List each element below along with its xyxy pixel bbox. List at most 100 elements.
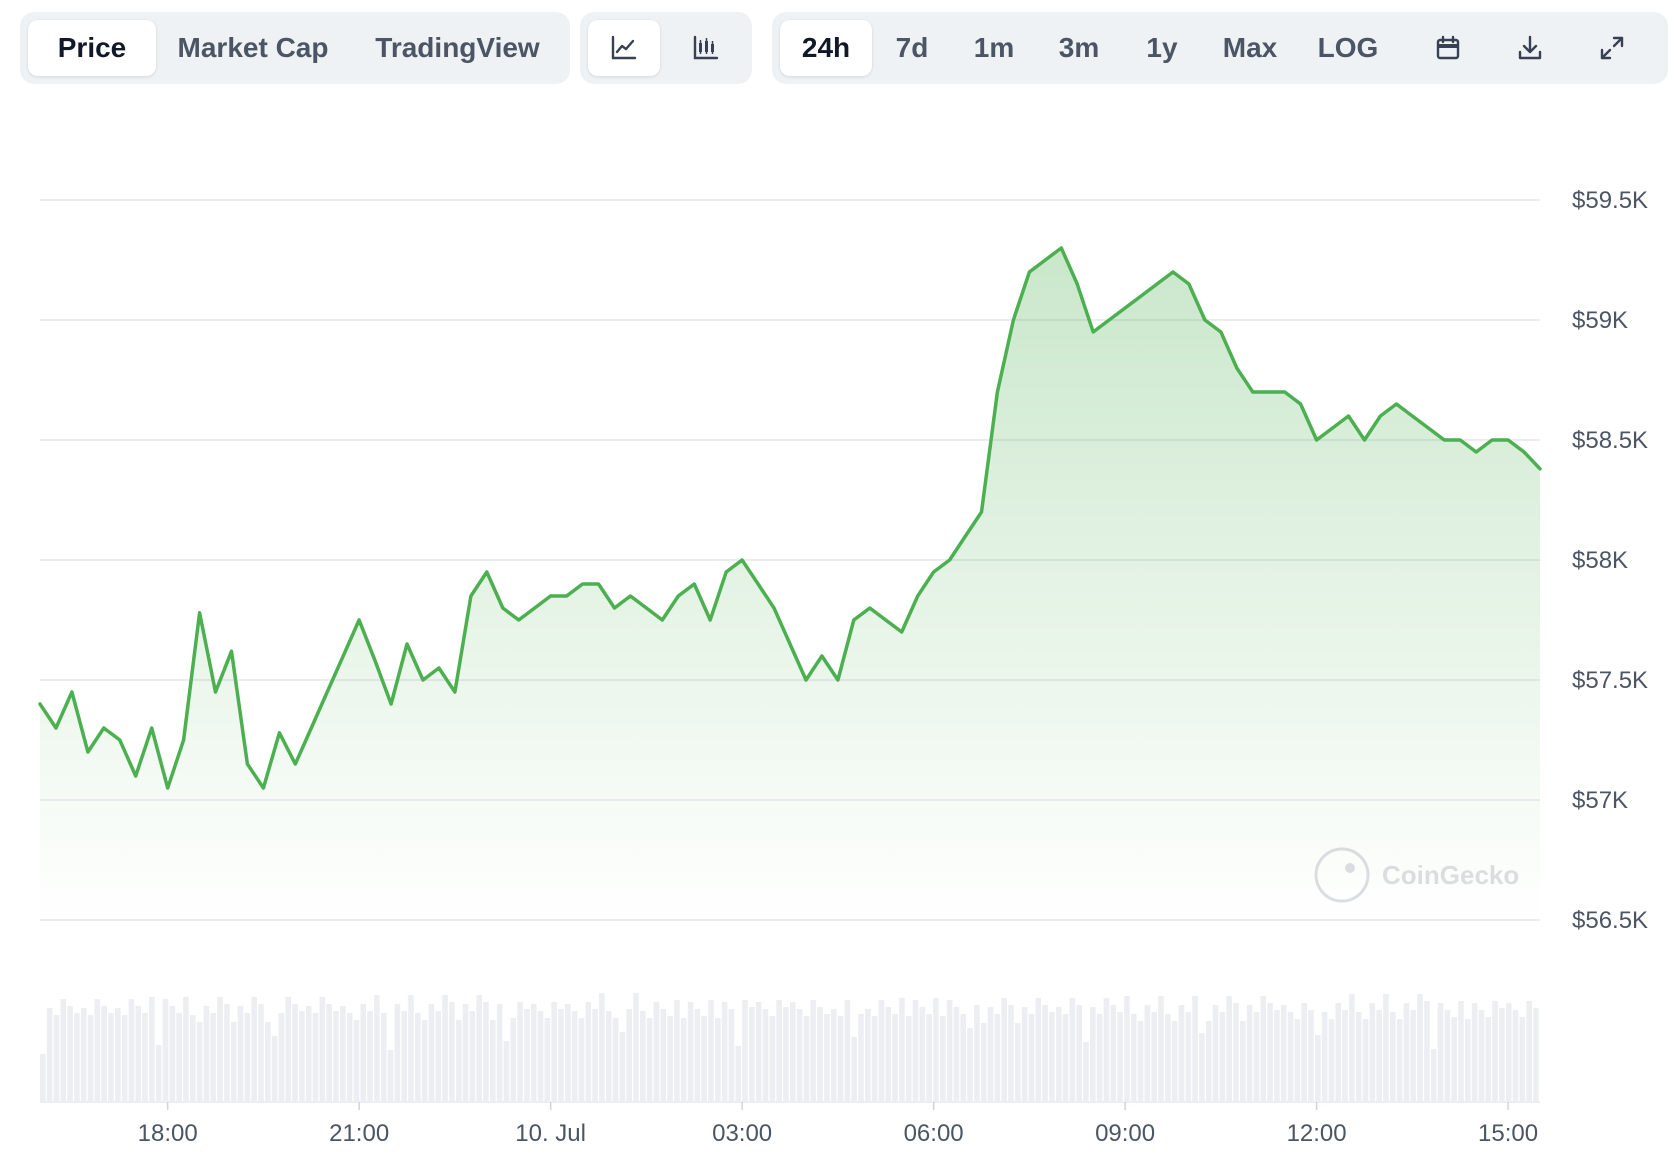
volume-bar (742, 1000, 748, 1102)
range-1y[interactable]: 1y (1146, 32, 1178, 63)
volume-bar (619, 1032, 626, 1102)
volume-bar (1478, 1010, 1485, 1102)
volume-bar (974, 1005, 980, 1102)
coingecko-logo-icon (1314, 847, 1370, 903)
volume-bar (1301, 1003, 1307, 1102)
volume-bar (708, 1000, 714, 1102)
volume-bar (476, 995, 482, 1102)
volume-bar (1165, 1014, 1171, 1102)
y-tick-label: $57K (1572, 787, 1628, 814)
volume-bar (67, 1006, 73, 1102)
range-1m[interactable]: 1m (973, 32, 1015, 63)
volume-bar (1001, 998, 1007, 1102)
volume-bar (176, 1013, 182, 1102)
volume-bar (1499, 1008, 1505, 1102)
volume-bar (1342, 1010, 1348, 1102)
volume-bar (817, 1007, 823, 1102)
volume-bar (1130, 1014, 1137, 1102)
volume-bar (1035, 998, 1042, 1102)
volume-bar (551, 1002, 557, 1102)
volume-bar (244, 1013, 251, 1102)
line-chart-button[interactable] (588, 20, 660, 76)
range-group: 24h 7d 1m 3m 1y Max LOG (772, 12, 1668, 84)
volume-bar (162, 999, 169, 1102)
volume-bar (1519, 1017, 1526, 1102)
volume-bar (994, 1014, 1001, 1102)
volume-bar (1328, 1019, 1335, 1102)
y-axis: $59.5K $59K $58.5K $58K $57.5K $57K $56.5K (1572, 187, 1648, 934)
volume-bar (121, 1015, 128, 1102)
volume-bar (653, 1002, 660, 1102)
volume-bar (1015, 1023, 1021, 1102)
volume-bar (1492, 1001, 1498, 1102)
volume-bar (899, 998, 905, 1102)
download-icon (1518, 35, 1542, 60)
volume-bar (1280, 1005, 1287, 1102)
volume-bar (783, 1007, 789, 1102)
volume-bar (87, 1015, 94, 1102)
range-7d[interactable]: 7d (895, 32, 929, 63)
range-max[interactable]: Max (1222, 32, 1278, 63)
y-tick-label: $59K (1572, 307, 1628, 334)
calendar-icon (1436, 35, 1460, 60)
volume-bar (721, 1002, 728, 1102)
volume-bar (1369, 1003, 1376, 1102)
calendar-button[interactable] (1412, 20, 1484, 76)
volume-bar (1151, 1012, 1157, 1102)
volume-bar (1458, 1001, 1464, 1102)
line-chart-icon (611, 35, 637, 60)
volume-bar (374, 995, 380, 1102)
volume-bar (496, 1004, 503, 1102)
volume-bar (735, 1046, 742, 1102)
volume-bar (1396, 1019, 1403, 1102)
range-log[interactable]: LOG (1317, 32, 1379, 63)
volume-bar (1144, 1005, 1151, 1102)
volume-bar (462, 1004, 469, 1102)
fullscreen-button[interactable] (1576, 20, 1648, 76)
volume-bar (687, 1002, 694, 1102)
volume-bar (940, 1016, 946, 1102)
volume-bar (1055, 1007, 1062, 1102)
volume-bar (319, 997, 326, 1102)
volume-bar (428, 1004, 435, 1102)
x-tick-label: 15:00 (1478, 1120, 1538, 1147)
candlestick-chart-button[interactable] (670, 20, 742, 76)
tab-tradingview[interactable]: TradingView (375, 32, 540, 63)
x-tick-label: 10. Jul (515, 1120, 586, 1147)
volume-bar (490, 1020, 496, 1102)
x-tick-label: 06:00 (904, 1120, 964, 1147)
volume-bar (305, 1006, 312, 1102)
volume-bar (1137, 1021, 1144, 1102)
download-button[interactable] (1494, 20, 1566, 76)
volume-bar (46, 1008, 53, 1102)
tab-price[interactable]: Price (28, 20, 156, 76)
volume-bar (415, 1013, 421, 1102)
range-24h[interactable]: 24h (780, 20, 872, 76)
volume-bar (1362, 1019, 1369, 1102)
volume-bar (115, 1008, 121, 1102)
volume-bar (1240, 1021, 1246, 1102)
volume-bar (80, 1008, 87, 1102)
volume-bar (1355, 1012, 1362, 1102)
volume-bar (755, 1002, 762, 1102)
volume-bar (60, 999, 67, 1102)
volume-bar (558, 1009, 564, 1102)
volume-bar (394, 1004, 401, 1102)
volume-bar (967, 1028, 973, 1102)
volume-bar (142, 1013, 148, 1102)
volume-bar (715, 1018, 721, 1102)
volume-bar (203, 1006, 210, 1102)
volume-bar (1376, 1010, 1382, 1102)
volume-bar (292, 1004, 298, 1102)
volume-bar (1219, 1012, 1226, 1102)
x-axis: 18:00 21:00 10. Jul 03:00 06:00 09:00 12:00 15:… (138, 1102, 1538, 1147)
volume-bar (1424, 1001, 1430, 1102)
range-3m[interactable]: 3m (1058, 32, 1100, 63)
y-tick-label: $58K (1572, 547, 1628, 574)
volume-bar (524, 1009, 530, 1102)
coingecko-watermark: CoinGecko (1314, 847, 1519, 903)
volume-bar (1083, 1042, 1089, 1102)
tab-market-cap[interactable]: Market Cap (177, 32, 329, 63)
volume-bar (762, 1009, 769, 1102)
volume-bar (155, 1045, 162, 1102)
